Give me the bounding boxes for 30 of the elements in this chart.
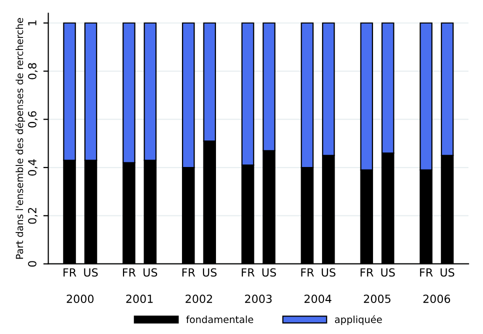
y-tick-label: 1 <box>28 20 36 26</box>
y-tick-label: 0,2 <box>28 208 38 224</box>
x-tick-label: FR <box>182 268 196 276</box>
x-tick-label: FR <box>360 268 374 276</box>
y-tick-label: 0,4 <box>28 159 38 176</box>
legend-label: fondamentale <box>186 316 254 324</box>
x-tick-label: FR <box>242 268 255 276</box>
x-tick-label: FR <box>64 268 76 276</box>
x-tick-label: US <box>381 268 395 277</box>
text: 2001 <box>126 294 153 304</box>
x-tick-label: US <box>84 268 98 277</box>
text: 2005 <box>364 294 390 304</box>
text: 2003 <box>245 294 272 304</box>
x-tick-label: FR <box>420 268 433 276</box>
x-tick-label: US <box>440 268 454 277</box>
x-tick-label: US <box>202 268 217 277</box>
text: 2006 <box>423 294 450 304</box>
x-tick-label: US <box>262 268 276 277</box>
y-axis-title: Part dans l'ensemble des dépenses de rercherche <box>15 18 26 259</box>
x-tick-label: FR <box>301 268 314 276</box>
y-tick-label: 0,8 <box>28 63 38 80</box>
x-tick-label: US <box>144 268 158 277</box>
text: 2000 <box>66 294 94 304</box>
legend-label: appliquée <box>334 315 382 325</box>
text: 2004 <box>304 294 332 304</box>
x-tick-label: FR <box>122 268 136 276</box>
x-tick-label: US <box>322 268 336 277</box>
text: 2002 <box>186 294 212 304</box>
y-tick-label: 0,6 <box>28 111 38 128</box>
y-tick-label: 0 <box>28 261 36 267</box>
